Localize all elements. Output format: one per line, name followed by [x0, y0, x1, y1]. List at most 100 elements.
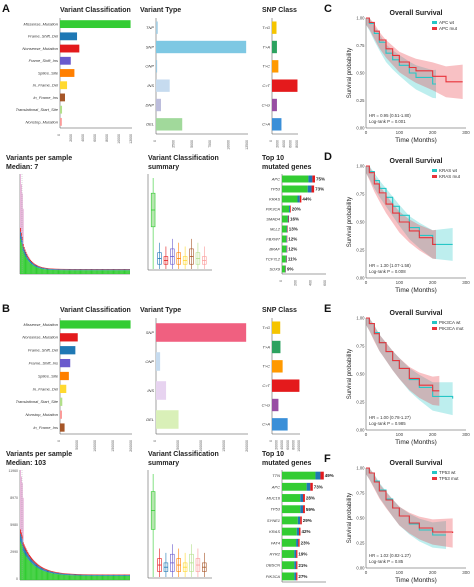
a-vc-tick-label: 8000	[105, 134, 109, 142]
b-vps-bar	[85, 575, 86, 580]
panel-label-c: C	[324, 3, 332, 15]
b-vps-bar	[117, 574, 119, 576]
a-vc-bar	[60, 32, 78, 41]
a-vps-bar	[83, 269, 85, 271]
b-vps-bar	[67, 573, 69, 575]
b-top10-bar	[297, 516, 301, 525]
a-vps-bar	[93, 270, 95, 274]
a-vc-category-label: Nonsense_Mutation	[22, 46, 58, 51]
a-vps-bar	[121, 269, 123, 271]
km-c-xtick: 300	[462, 130, 470, 135]
a-vps-bar	[45, 267, 47, 269]
a-vps-bar	[88, 269, 90, 271]
a-vps-bar	[44, 267, 46, 269]
b-vps-bar	[77, 575, 79, 580]
b-vps-bar	[65, 574, 67, 580]
b-vps-bar	[64, 574, 65, 580]
a-vps-bar	[108, 269, 109, 271]
b-vps-bar	[90, 574, 92, 576]
b-vps-bar	[121, 575, 123, 580]
a-vps-bar	[29, 262, 31, 274]
b-vps-bar	[94, 574, 96, 576]
b-vps-bar	[43, 568, 45, 570]
b-vps-bar	[53, 571, 54, 573]
km-e-legend-swatch-mut	[432, 327, 437, 330]
b-vc-category-label: Nonsense_Mutation	[22, 335, 58, 340]
b-vps-bar	[107, 575, 108, 580]
b-vps-bar	[29, 557, 31, 561]
a-snp-bar	[272, 79, 298, 92]
b-vc-bar	[60, 410, 62, 419]
a-vps-bar	[125, 270, 127, 274]
a-vps-bar	[72, 269, 74, 271]
a-snp-title: SNP Class	[262, 7, 297, 14]
b-vc-bar	[60, 397, 63, 406]
a-snp-bar	[272, 21, 277, 34]
b-vps-bar	[119, 575, 121, 580]
b-vps-bar	[57, 573, 59, 575]
b-vps-bar	[26, 550, 28, 553]
b-vps-bar	[67, 574, 69, 576]
b-vps-bar	[37, 567, 39, 580]
a-top10-pct-label: 73%	[315, 187, 324, 192]
a-vps-bar	[71, 270, 73, 274]
b-vps-bar	[46, 571, 48, 580]
km-f-p: Log-rank P = 0.85	[369, 559, 404, 564]
b-top10-bar	[282, 572, 295, 581]
b-vc-tick-label: 50000	[75, 440, 79, 450]
a-vps-bar	[64, 269, 65, 271]
a-vc-bar	[60, 117, 62, 126]
a-vps-bar	[62, 269, 64, 271]
a-vps-bar	[56, 270, 58, 274]
b-snp-category-label: T>C	[262, 364, 270, 369]
b-vt-tick-label: 200000	[245, 440, 249, 452]
b-top10-gene-label: SYNE1	[267, 518, 280, 523]
km-e-ytick: 0.00	[356, 428, 365, 433]
km-e-legend-swatch-wt	[432, 321, 437, 324]
a-top10-bar	[282, 185, 308, 193]
b-top10-bar	[282, 561, 295, 570]
a-vps-bar	[44, 268, 46, 270]
a-top10-bar	[311, 185, 315, 193]
a-vc-tick-label: 0	[57, 134, 61, 136]
a-vps-bar	[23, 246, 25, 250]
b-vps-bar	[55, 573, 57, 580]
b-top10-bar	[303, 505, 305, 514]
a-vps-bar	[71, 269, 73, 271]
a-vps-bar	[37, 266, 39, 268]
a-top10-pct-label: 44%	[302, 197, 311, 202]
b-vps-bar	[34, 561, 36, 564]
a-vps-bar	[47, 268, 49, 269]
b-vps-bar	[27, 558, 29, 580]
b-vps-bar	[34, 566, 36, 580]
b-vps-median: Median: 103	[6, 460, 46, 467]
b-vps-bar	[31, 562, 32, 580]
b-vps-bar	[92, 574, 94, 576]
b-vps-bar	[57, 574, 59, 580]
km-d-legend-swatch-mut	[432, 175, 437, 178]
b-vps-tick-label: 2990	[10, 550, 18, 554]
a-vps-bar	[28, 261, 30, 274]
a-vps-bar	[98, 270, 100, 274]
b-vps-bar	[111, 574, 113, 576]
b-snp-bar	[272, 360, 283, 373]
km-e-mut-curve	[366, 317, 440, 392]
b-top10-gene-label: TP53	[270, 507, 280, 512]
a-top10-title: Top 10	[262, 155, 284, 162]
a-vps-bar	[70, 270, 72, 274]
a-vps-bar	[125, 269, 127, 271]
b-vps-bar	[73, 575, 75, 580]
b-vps-bar	[33, 562, 35, 566]
b-vps-bar	[35, 564, 37, 567]
km-c-ytick: 0.75	[356, 43, 365, 48]
km-e-ytick: 0.75	[356, 344, 365, 349]
b-vps-bar	[50, 572, 52, 580]
a-vc-category-label: Frame_Shift_Del	[28, 34, 58, 39]
b-vps-bar	[29, 560, 31, 580]
b-vps-bar	[47, 570, 49, 573]
b-vps-bar	[105, 574, 107, 576]
a-vps-bar	[129, 269, 130, 271]
km-e-xtick: 300	[462, 432, 470, 437]
b-vps-bar	[69, 574, 71, 576]
b-vps-bar	[124, 574, 126, 576]
